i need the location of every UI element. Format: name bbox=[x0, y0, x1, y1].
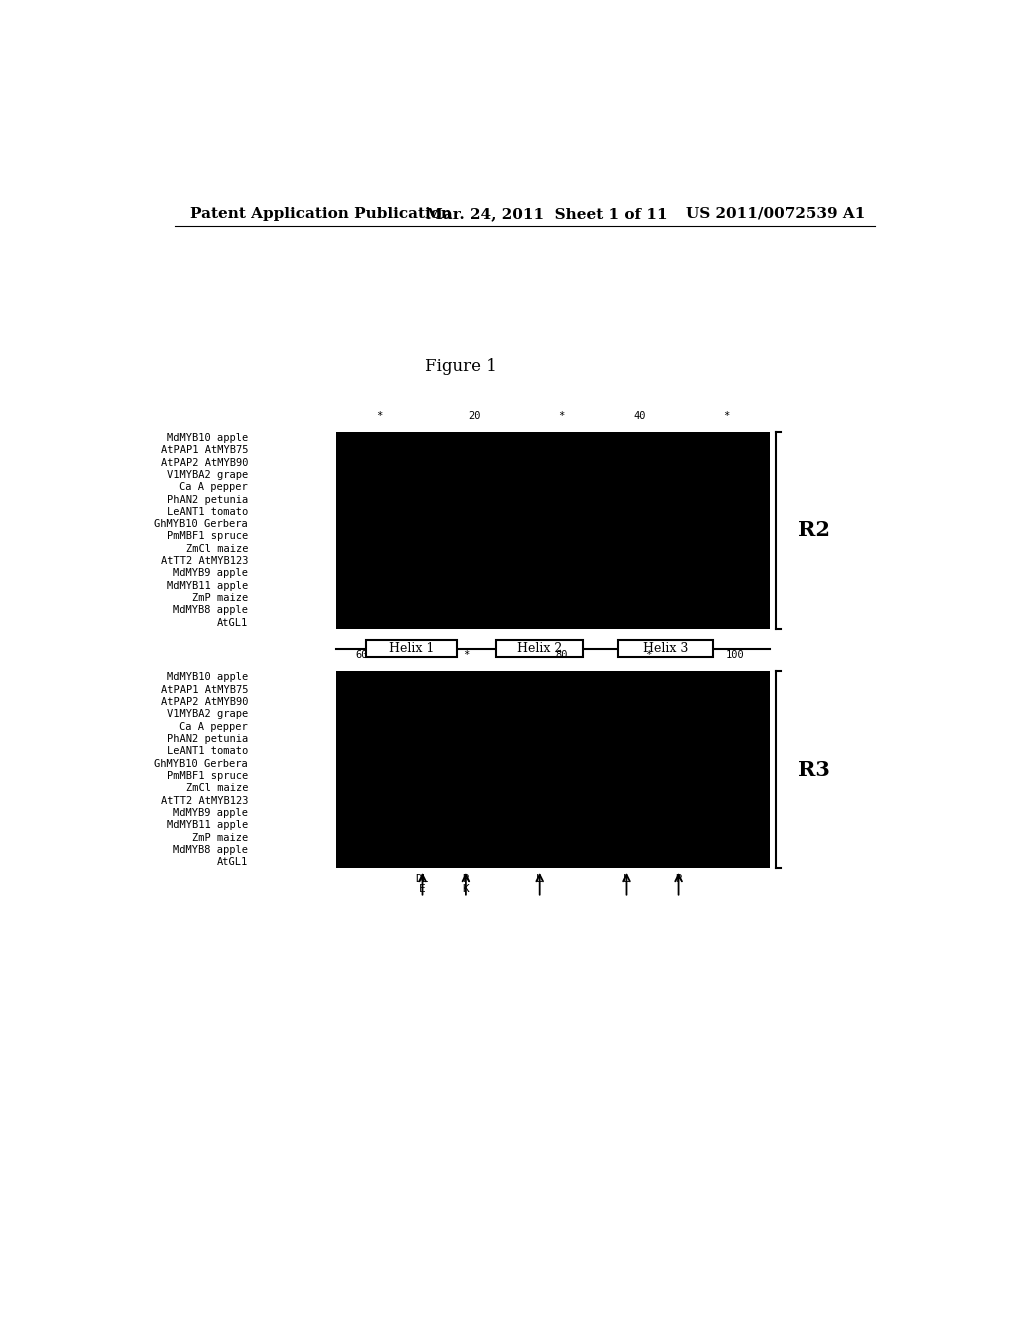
Text: US 2011/0072539 A1: US 2011/0072539 A1 bbox=[686, 207, 865, 220]
FancyBboxPatch shape bbox=[497, 640, 583, 657]
Text: AtTT2 AtMYB123: AtTT2 AtMYB123 bbox=[161, 556, 248, 566]
Bar bbox=[336, 818, 770, 832]
Text: E: E bbox=[419, 884, 426, 894]
Bar bbox=[336, 807, 770, 818]
Text: Helix 1: Helix 1 bbox=[389, 643, 434, 656]
Text: R2: R2 bbox=[798, 520, 829, 540]
Text: AtPAP2 AtMYB90: AtPAP2 AtMYB90 bbox=[161, 697, 248, 708]
Text: 60: 60 bbox=[355, 651, 368, 660]
Bar bbox=[336, 684, 770, 696]
Text: DL: DL bbox=[416, 874, 429, 884]
Bar bbox=[336, 721, 770, 733]
Bar bbox=[336, 579, 770, 591]
Bar bbox=[336, 616, 770, 628]
Text: 100: 100 bbox=[726, 651, 744, 660]
Bar bbox=[336, 843, 770, 857]
Text: V1MYBA2 grape: V1MYBA2 grape bbox=[167, 470, 248, 480]
Bar bbox=[336, 457, 770, 469]
Text: ZmP maize: ZmP maize bbox=[191, 593, 248, 603]
Text: Patent Application Publication: Patent Application Publication bbox=[190, 207, 452, 220]
Bar bbox=[336, 506, 770, 517]
Text: MdMYB11 apple: MdMYB11 apple bbox=[167, 820, 248, 830]
Bar bbox=[336, 605, 770, 616]
Text: Helix 2: Helix 2 bbox=[517, 643, 562, 656]
Bar bbox=[336, 432, 770, 444]
Text: Figure 1: Figure 1 bbox=[425, 358, 498, 375]
Text: ZmP maize: ZmP maize bbox=[191, 833, 248, 842]
Text: AtGL1: AtGL1 bbox=[217, 618, 248, 628]
Text: *: * bbox=[558, 411, 564, 421]
Text: MdMYB8 apple: MdMYB8 apple bbox=[173, 845, 248, 855]
Text: AtTT2 AtMYB123: AtTT2 AtMYB123 bbox=[161, 796, 248, 805]
Bar bbox=[336, 671, 770, 684]
Text: PmMBF1 spruce: PmMBF1 spruce bbox=[167, 771, 248, 781]
Text: AtPAP1 AtMYB75: AtPAP1 AtMYB75 bbox=[161, 685, 248, 694]
Text: AtGL1: AtGL1 bbox=[217, 857, 248, 867]
Text: MdMYB9 apple: MdMYB9 apple bbox=[173, 569, 248, 578]
Text: 80: 80 bbox=[555, 651, 567, 660]
Text: K: K bbox=[463, 884, 469, 894]
Text: GhMYB10 Gerbera: GhMYB10 Gerbera bbox=[155, 759, 248, 768]
FancyBboxPatch shape bbox=[617, 640, 714, 657]
Bar bbox=[336, 517, 770, 531]
FancyBboxPatch shape bbox=[367, 640, 458, 657]
Bar bbox=[336, 591, 770, 605]
Text: GhMYB10 Gerbera: GhMYB10 Gerbera bbox=[155, 519, 248, 529]
Text: L: L bbox=[624, 874, 630, 884]
Bar bbox=[336, 469, 770, 480]
Text: *: * bbox=[463, 651, 469, 660]
Text: MdMYB8 apple: MdMYB8 apple bbox=[173, 606, 248, 615]
Text: 20: 20 bbox=[468, 411, 481, 421]
Text: *: * bbox=[723, 411, 729, 421]
Text: R3: R3 bbox=[798, 760, 829, 780]
Bar bbox=[336, 758, 770, 770]
Bar bbox=[336, 744, 770, 758]
Bar bbox=[336, 444, 770, 457]
Bar bbox=[336, 770, 770, 781]
Text: AtPAP2 AtMYB90: AtPAP2 AtMYB90 bbox=[161, 458, 248, 467]
Text: R: R bbox=[463, 874, 469, 884]
Text: V1MYBA2 grape: V1MYBA2 grape bbox=[167, 709, 248, 719]
Bar bbox=[336, 855, 770, 869]
Text: PhAN2 petunia: PhAN2 petunia bbox=[167, 495, 248, 504]
Text: MdMYB10 apple: MdMYB10 apple bbox=[167, 433, 248, 444]
Text: ZmCl maize: ZmCl maize bbox=[185, 544, 248, 554]
Bar bbox=[336, 554, 770, 568]
Bar bbox=[336, 733, 770, 744]
Text: PhAN2 petunia: PhAN2 petunia bbox=[167, 734, 248, 744]
Text: Helix 3: Helix 3 bbox=[643, 643, 688, 656]
Text: PmMBF1 spruce: PmMBF1 spruce bbox=[167, 532, 248, 541]
Bar bbox=[336, 531, 770, 543]
Bar bbox=[336, 543, 770, 554]
Text: Ca A pepper: Ca A pepper bbox=[179, 482, 248, 492]
Text: *: * bbox=[376, 411, 382, 421]
Text: R: R bbox=[675, 874, 682, 884]
Text: ZmCl maize: ZmCl maize bbox=[185, 783, 248, 793]
Text: Ca A pepper: Ca A pepper bbox=[179, 722, 248, 731]
Text: MdMYB11 apple: MdMYB11 apple bbox=[167, 581, 248, 591]
Text: 40: 40 bbox=[633, 411, 646, 421]
Text: MdMYB10 apple: MdMYB10 apple bbox=[167, 672, 248, 682]
Text: MdMYB9 apple: MdMYB9 apple bbox=[173, 808, 248, 818]
Bar bbox=[336, 781, 770, 795]
Bar bbox=[336, 494, 770, 506]
Text: L: L bbox=[537, 874, 543, 884]
Text: LeANT1 tomato: LeANT1 tomato bbox=[167, 507, 248, 517]
Bar bbox=[336, 795, 770, 807]
Bar bbox=[336, 708, 770, 721]
Text: LeANT1 tomato: LeANT1 tomato bbox=[167, 746, 248, 756]
Text: Mar. 24, 2011  Sheet 1 of 11: Mar. 24, 2011 Sheet 1 of 11 bbox=[426, 207, 668, 220]
Bar bbox=[336, 480, 770, 494]
Bar bbox=[336, 832, 770, 843]
Text: AtPAP1 AtMYB75: AtPAP1 AtMYB75 bbox=[161, 445, 248, 455]
Bar bbox=[336, 568, 770, 579]
Bar bbox=[336, 696, 770, 708]
Text: *: * bbox=[645, 651, 651, 660]
